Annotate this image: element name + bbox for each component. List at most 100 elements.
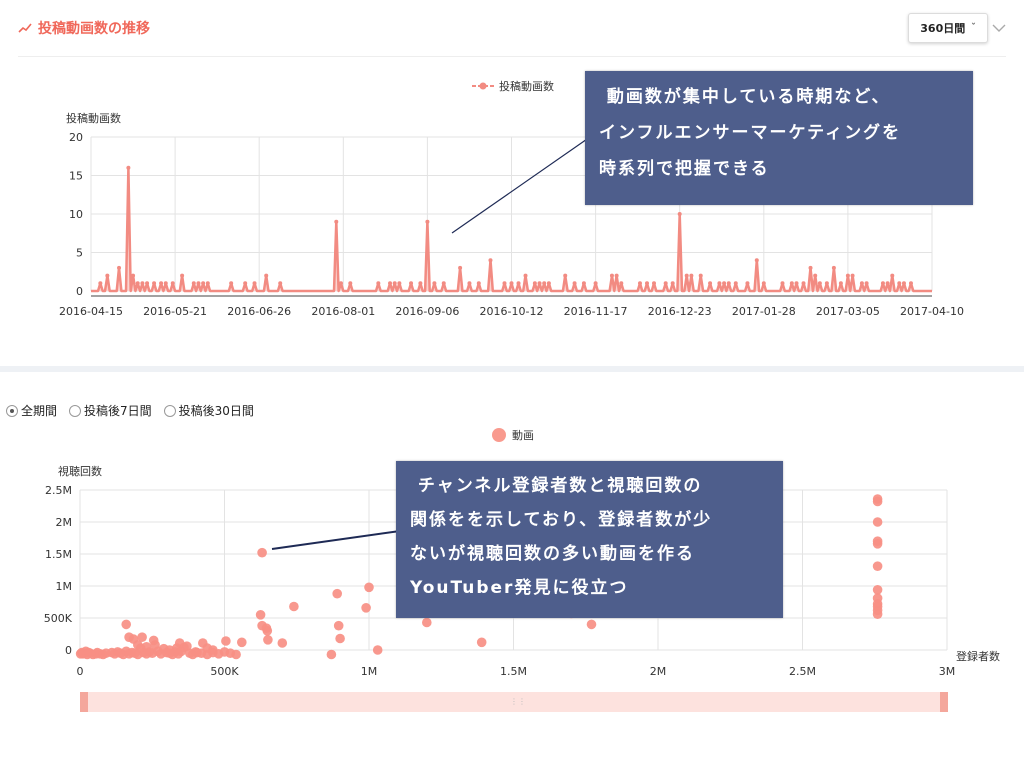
- scatter-point: [263, 635, 273, 645]
- radio-unchecked-icon[interactable]: [69, 404, 82, 417]
- radio-unchecked-icon[interactable]: [163, 404, 176, 417]
- section-title-text: 投稿動画数の推移: [38, 21, 150, 37]
- radio-label: 投稿後7日間: [84, 404, 152, 418]
- data-point: [467, 281, 472, 286]
- data-point: [677, 212, 682, 216]
- callout-trend-note: 動画数が集中している時期など、 インフルエンサーマーケティングを 時系列で把握で…: [585, 71, 973, 205]
- data-point: [581, 281, 586, 286]
- x-tick-label: 2016-08-01: [311, 305, 375, 318]
- data-point: [191, 281, 196, 286]
- scatter-point: [148, 635, 159, 646]
- panel-separator: [0, 366, 1024, 372]
- data-point: [441, 281, 446, 286]
- scatter-point: [237, 637, 247, 648]
- data-point: [838, 281, 843, 286]
- x-tick-label: 2017-04-10: [900, 305, 964, 318]
- chevron-down-icon: ˇ: [971, 23, 976, 33]
- data-point: [126, 165, 131, 170]
- y-tick-label: 5: [76, 247, 83, 260]
- callout-scatter-note: チャンネル登録者数と視聴回数の 関係をを示しており、登録者数が少 ないが視聴回数…: [396, 461, 783, 618]
- data-point: [476, 281, 481, 286]
- zoom-range-slider[interactable]: ⋮⋮: [80, 692, 948, 712]
- x-tick-label: 2016-06-26: [227, 305, 291, 318]
- chevron-down-icon[interactable]: [992, 24, 1006, 33]
- scatter-point: [361, 603, 371, 613]
- data-point: [831, 265, 836, 270]
- scatter-point: [208, 645, 218, 655]
- data-point: [619, 281, 624, 286]
- x-axis-label: 登録者数: [956, 649, 1000, 663]
- scatter-point: [333, 620, 344, 631]
- data-point: [278, 281, 283, 286]
- scatter-legend[interactable]: 動画: [492, 427, 534, 443]
- data-point: [488, 258, 493, 263]
- data-point: [432, 281, 437, 286]
- x-tick-label: 2016-05-21: [143, 305, 207, 318]
- scatter-point: [872, 496, 883, 507]
- data-point: [523, 273, 528, 278]
- data-point: [131, 273, 136, 278]
- y-tick-label: 2M: [56, 516, 73, 529]
- scatter-point: [872, 609, 883, 619]
- data-point: [722, 281, 727, 286]
- line-legend[interactable]: 投稿動画数: [472, 78, 554, 94]
- y-tick-label: 500K: [44, 612, 73, 625]
- scatter-point: [192, 647, 202, 658]
- scatter-point: [872, 561, 883, 571]
- radio-30-days[interactable]: 投稿後30日間: [163, 402, 254, 419]
- data-point: [670, 281, 675, 286]
- scatter-point: [231, 649, 241, 660]
- legend-label: 動画: [512, 429, 534, 442]
- y-axis-label: 投稿動画数: [66, 111, 121, 125]
- y-tick-label: 1.5M: [45, 548, 72, 561]
- callout-line: YouTuber発見に役立つ: [410, 578, 629, 598]
- y-tick-label: 1M: [56, 580, 73, 593]
- data-point: [532, 281, 537, 286]
- data-point: [98, 281, 103, 286]
- legend-dot-icon: [492, 428, 506, 442]
- data-point: [698, 273, 703, 278]
- x-tick-label: 2016-04-15: [59, 305, 123, 318]
- data-point: [593, 281, 598, 286]
- x-tick-label: 1.5M: [500, 665, 527, 678]
- y-tick-label: 15: [69, 170, 83, 183]
- data-point: [264, 273, 269, 278]
- callout-line: 関係をを示しており、登録者数が少: [410, 510, 713, 530]
- range-handle-left[interactable]: [80, 692, 88, 712]
- scatter-point: [586, 619, 597, 630]
- radio-7-days[interactable]: 投稿後7日間: [69, 402, 152, 419]
- data-point: [542, 281, 547, 286]
- data-point: [708, 281, 713, 286]
- data-point: [794, 281, 799, 286]
- period-select[interactable]: 360日間 ˇ: [908, 13, 988, 43]
- data-point: [845, 273, 850, 278]
- period-filter-radios: 全期間 投稿後7日間 投稿後30日間: [6, 402, 254, 419]
- data-point: [205, 281, 210, 286]
- scatter-point: [255, 610, 266, 620]
- x-tick-label: 2016-11-17: [564, 305, 628, 318]
- data-point: [717, 281, 722, 286]
- grip-icon[interactable]: ⋮⋮: [510, 697, 526, 706]
- data-point: [152, 281, 157, 286]
- data-point: [789, 281, 794, 286]
- section-title: 投稿動画数の推移: [18, 18, 150, 38]
- data-point: [817, 281, 822, 286]
- callout-line: 動画数が集中している時期など、: [599, 87, 891, 107]
- radio-all-period[interactable]: 全期間: [6, 402, 57, 419]
- radio-checked-icon[interactable]: [6, 404, 18, 417]
- x-tick-label: 2.5M: [789, 665, 816, 678]
- range-handle-right[interactable]: [940, 692, 948, 712]
- data-point: [180, 273, 185, 278]
- scatter-point: [364, 582, 374, 593]
- data-point: [135, 281, 140, 286]
- title-divider: [18, 56, 1006, 57]
- data-point: [201, 281, 206, 286]
- legend-series-marker: [472, 82, 494, 90]
- scatter-point: [221, 636, 231, 646]
- data-point: [334, 219, 339, 224]
- radio-label: 投稿後30日間: [178, 404, 254, 418]
- data-point: [908, 281, 913, 286]
- data-point: [170, 281, 175, 286]
- data-point: [117, 265, 122, 270]
- y-tick-label: 10: [69, 208, 83, 221]
